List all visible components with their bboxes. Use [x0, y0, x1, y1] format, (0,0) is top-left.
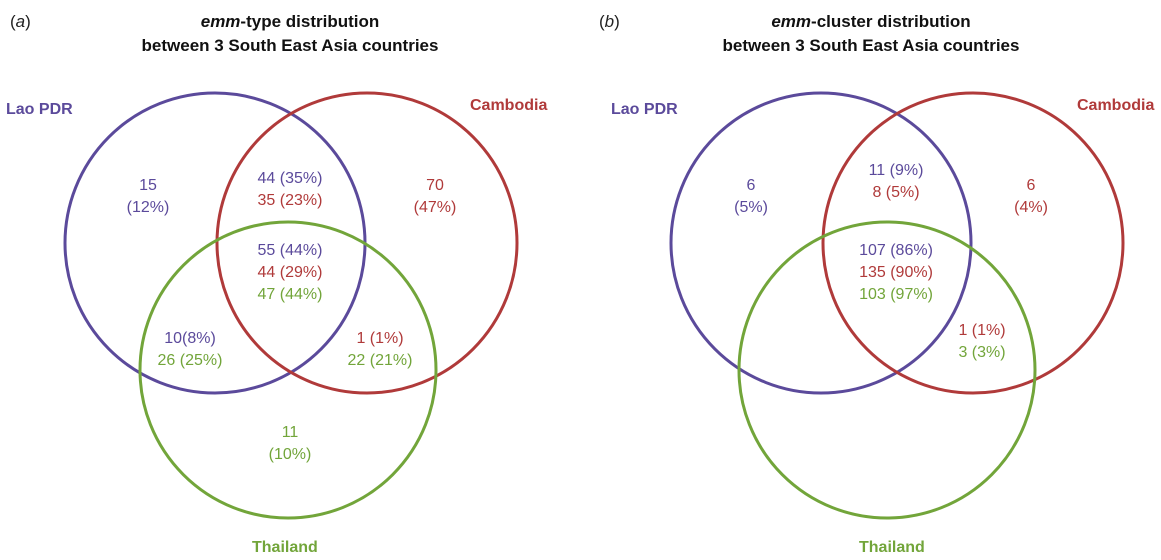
region-lao-only: 6 (5%) [734, 177, 768, 216]
cambodia-circle [821, 91, 1125, 395]
panel-letter: (b) [599, 12, 620, 31]
set-label-thailand: Thailand [859, 539, 925, 556]
set-label-lao: Lao PDR [611, 101, 678, 118]
panel-b: (b) emm-cluster distribution between 3 S… [581, 0, 1161, 560]
region-cambodia-thailand: 1 (1%) 22 (21%) [347, 330, 413, 369]
cambodia-circle [215, 91, 519, 395]
set-label-cambodia: Cambodia [470, 97, 548, 114]
set-label-thailand: Thailand [252, 539, 318, 556]
set-label-lao: Lao PDR [6, 101, 73, 118]
venn-diagram [669, 91, 1125, 520]
thailand-circle [737, 220, 1037, 520]
region-lao-cambodia: 44 (35%) 35 (23%) [257, 170, 323, 209]
panel-title: emm-type distribution between 3 South Ea… [80, 10, 500, 58]
thailand-circle [138, 220, 438, 520]
region-cambodia-only: 70 (47%) [413, 177, 457, 216]
region-cambodia-only: 6 (4%) [1014, 177, 1048, 216]
panel-a: (a) emm-type distribution between 3 Sout… [0, 0, 580, 560]
title-emphasis: emm [771, 12, 812, 31]
region-all-three: 107 (86%) 135 (90%) 103 (97%) [859, 242, 933, 303]
region-lao-cambodia: 11 (9%) 8 (5%) [868, 162, 924, 201]
region-cambodia-thailand: 1 (1%) 3 (3%) [958, 322, 1006, 361]
title-rest: -cluster distribution [811, 12, 971, 31]
title-line2: between 3 South East Asia countries [722, 36, 1020, 55]
panel-title: emm-cluster distribution between 3 South… [661, 10, 1081, 58]
title-line2: between 3 South East Asia countries [141, 36, 439, 55]
title-emphasis: emm [200, 12, 241, 31]
lao-circle [669, 91, 973, 395]
venn-diagram [63, 91, 519, 520]
region-thailand-only: 11 (10%) [268, 424, 312, 463]
title-rest: -type distribution [240, 12, 380, 31]
panel-letter: (a) [10, 12, 31, 31]
region-all-three: 55 (44%) 44 (29%) 47 (44%) [257, 242, 323, 303]
set-label-cambodia: Cambodia [1077, 97, 1155, 114]
region-lao-thailand: 10(8%) 26 (25%) [157, 330, 223, 369]
region-lao-only: 15 (12%) [126, 177, 170, 216]
